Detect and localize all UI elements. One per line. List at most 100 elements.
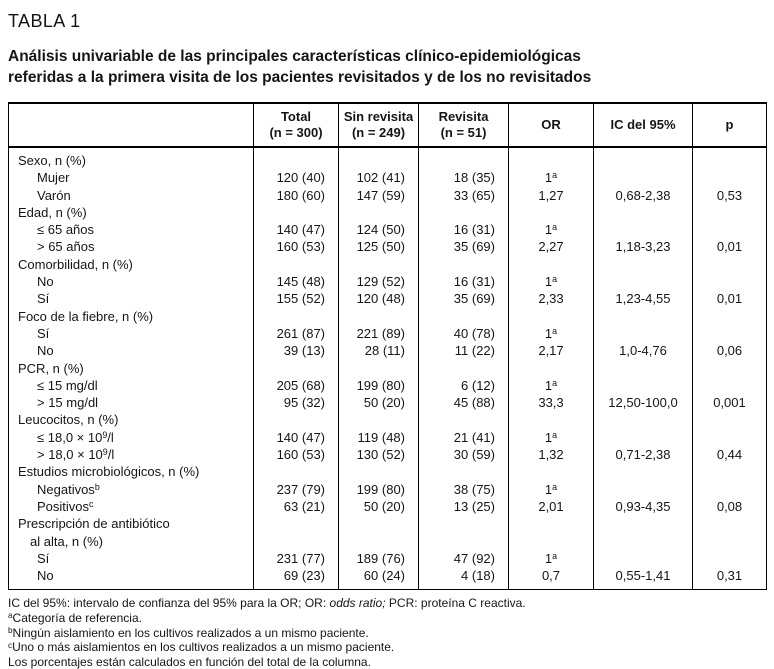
- cell-revisita: 13 (25): [418, 497, 509, 516]
- table-row: No 145 (48) 129 (52) 16 (31) 1a: [8, 273, 767, 291]
- cell-p: 0,08: [692, 497, 767, 516]
- table-row: No 69 (23) 60 (24) 4 (18) 0,7 0,55-1,41 0,31: [8, 567, 767, 590]
- cell-ic95: 0,68-2,38: [593, 186, 693, 204]
- cell-or: [508, 307, 594, 325]
- cell-p: [692, 255, 767, 274]
- row-label: ≤ 65 años: [8, 221, 254, 239]
- table-row: Positivosc 63 (21) 50 (20) 13 (25) 2,01 0,93-…: [8, 497, 767, 516]
- cell-revisita: 6 (12): [418, 376, 509, 395]
- cell-revisita: 11 (22): [418, 342, 509, 360]
- row-label: Positivosc: [8, 497, 254, 516]
- cell-revisita: 35 (69): [418, 290, 509, 308]
- cell-p: 0,31: [692, 567, 767, 590]
- cell-revisita: 4 (18): [418, 567, 509, 590]
- row-label: > 15 mg/dl: [8, 394, 254, 412]
- table-row: ≤ 65 años 140 (47) 124 (50) 16 (31) 1a: [8, 221, 767, 239]
- row-label: Sexo, n (%): [8, 147, 254, 170]
- cell-revisita: 16 (31): [418, 221, 509, 239]
- table-row: Estudios microbiológicos, n (%): [8, 463, 767, 481]
- cell-p: 0,01: [692, 290, 767, 308]
- cell-p: [692, 359, 767, 377]
- cell-revisita: 16 (31): [418, 273, 509, 291]
- row-label: Estudios microbiológicos, n (%): [8, 463, 254, 481]
- table-row: Leucocitos, n (%): [8, 411, 767, 429]
- cell-p: [692, 480, 767, 498]
- cell-or: 1a: [508, 221, 594, 239]
- row-label: No: [8, 567, 254, 590]
- cell-total: [253, 515, 339, 533]
- cell-ic95: [593, 273, 693, 291]
- cell-or: [508, 255, 594, 274]
- cell-sin-revisita: 102 (41): [338, 169, 419, 187]
- table-row: Prescripción de antibiótico: [8, 515, 767, 533]
- cell-total: [253, 147, 339, 170]
- row-label: > 18,0 × 109/l: [8, 446, 254, 464]
- header-text: (n = 249): [351, 125, 406, 140]
- cell-sin-revisita: [338, 203, 419, 222]
- cell-total: [253, 255, 339, 274]
- cell-ic95: 0,55-1,41: [593, 567, 693, 590]
- cell-revisita: [418, 532, 509, 550]
- table-row: ≤ 15 mg/dl 205 (68) 199 (80) 6 (12) 1a: [8, 376, 767, 395]
- cell-total: [253, 203, 339, 222]
- cell-total: [253, 359, 339, 377]
- footnote: Los porcentajes están calculados en func…: [8, 654, 371, 669]
- cell-total: 237 (79): [253, 480, 339, 498]
- col-header-total: Total (n = 300): [253, 102, 339, 148]
- row-label: Sí: [8, 324, 254, 343]
- cell-sin-revisita: 50 (20): [338, 497, 419, 516]
- cell-sin-revisita: [338, 463, 419, 481]
- cell-ic95: [593, 255, 693, 274]
- cell-p: 0,53: [692, 186, 767, 204]
- cell-p: [692, 169, 767, 187]
- cell-total: 160 (53): [253, 238, 339, 256]
- cell-revisita: [418, 255, 509, 274]
- cell-revisita: 33 (65): [418, 186, 509, 204]
- cell-ic95: [593, 411, 693, 429]
- cell-sin-revisita: 189 (76): [338, 549, 419, 568]
- row-label: al alta, n (%): [8, 532, 254, 550]
- cell-revisita: 47 (92): [418, 549, 509, 568]
- row-label: Varón: [8, 186, 254, 204]
- title-line-2: referidas a la primera visita de los pac…: [8, 69, 592, 86]
- footnote: bNingún aislamiento en los cultivos real…: [8, 625, 369, 640]
- cell-p: [692, 515, 767, 533]
- cell-or: [508, 147, 594, 170]
- cell-total: 140 (47): [253, 428, 339, 447]
- cell-revisita: [418, 147, 509, 170]
- header-text: IC del 95%: [610, 117, 676, 132]
- cell-sin-revisita: 147 (59): [338, 186, 419, 204]
- table-label: TABLA 1: [8, 11, 81, 31]
- row-label: Edad, n (%): [8, 203, 254, 222]
- table-row: > 18,0 × 109/l 160 (53) 130 (52) 30 (59) 1,3…: [8, 446, 767, 464]
- row-label: Sí: [8, 549, 254, 568]
- table-row: > 15 mg/dl 95 (32) 50 (20) 45 (88) 33,3 12,50…: [8, 394, 767, 412]
- row-label: Leucocitos, n (%): [8, 411, 254, 429]
- row-label: Comorbilidad, n (%): [8, 255, 254, 274]
- cell-ic95: 0,93-4,35: [593, 497, 693, 516]
- cell-ic95: [593, 463, 693, 481]
- cell-or: [508, 203, 594, 222]
- cell-ic95: [593, 532, 693, 550]
- cell-ic95: 1,18-3,23: [593, 238, 693, 256]
- cell-total: [253, 463, 339, 481]
- row-label: No: [8, 273, 254, 291]
- cell-ic95: [593, 515, 693, 533]
- cell-sin-revisita: 125 (50): [338, 238, 419, 256]
- header-text: Revisita: [438, 109, 489, 124]
- cell-ic95: [593, 376, 693, 395]
- cell-revisita: 35 (69): [418, 238, 509, 256]
- footnote: aCategoría de referencia.: [8, 611, 142, 626]
- cell-p: [692, 428, 767, 447]
- cell-ic95: [593, 480, 693, 498]
- cell-sin-revisita: [338, 359, 419, 377]
- cell-or: 33,3: [508, 394, 594, 412]
- col-header-revisita: Revisita (n = 51): [418, 102, 509, 148]
- table-row: PCR, n (%): [8, 359, 767, 377]
- cell-total: [253, 532, 339, 550]
- cell-or: 1a: [508, 376, 594, 395]
- cell-revisita: [418, 411, 509, 429]
- table-row: No 39 (13) 28 (11) 11 (22) 2,17 1,0-4,76 0,06: [8, 342, 767, 360]
- univariate-analysis-table: Total (n = 300) Sin revisita (n = 249) R…: [8, 102, 767, 591]
